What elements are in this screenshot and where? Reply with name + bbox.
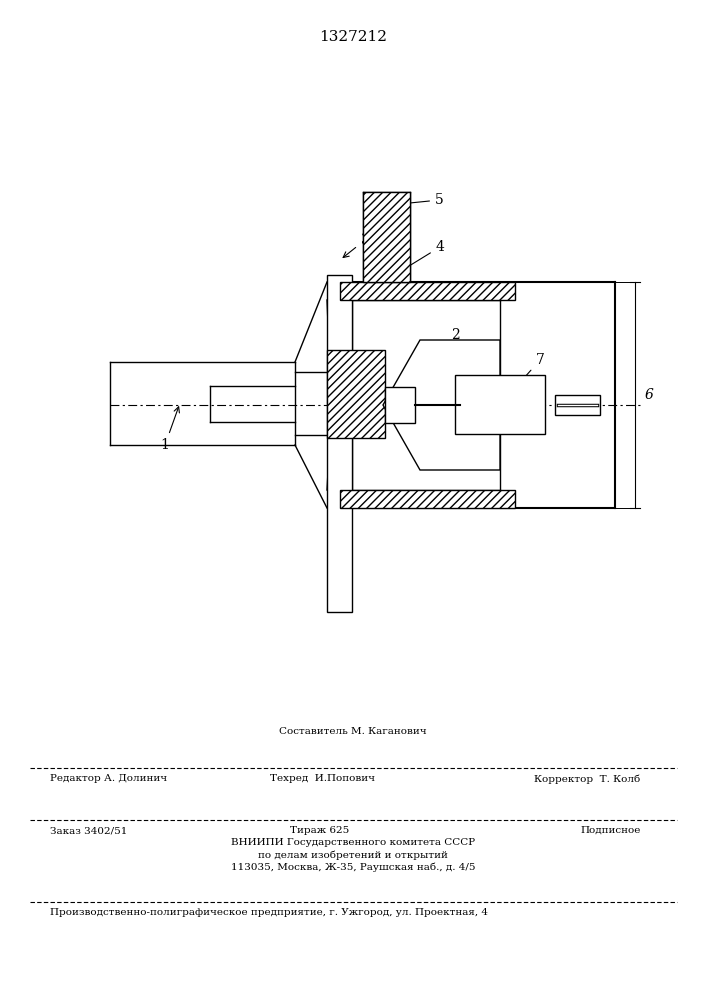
Bar — [555, 395, 600, 415]
Text: Производственно-полиграфическое предприятие, г. Ужгород, ул. Проектная, 4: Производственно-полиграфическое предприя… — [50, 908, 488, 917]
Text: 3: 3 — [343, 233, 369, 257]
Text: 5: 5 — [394, 193, 444, 207]
Text: Корректор  Т. Колб: Корректор Т. Колб — [534, 774, 640, 784]
Text: Заказ 3402/51: Заказ 3402/51 — [50, 826, 127, 835]
Bar — [385, 387, 415, 423]
Text: Редактор А. Долинич: Редактор А. Долинич — [50, 774, 167, 783]
Text: 4: 4 — [373, 240, 445, 288]
Polygon shape — [383, 340, 500, 470]
Bar — [327, 350, 385, 438]
Text: 7: 7 — [503, 353, 544, 402]
Text: 1: 1 — [160, 407, 180, 452]
Text: Подписное: Подписное — [580, 826, 641, 835]
Bar — [340, 490, 515, 508]
Text: 113035, Москва, Ж-35, Раушская наб., д. 4/5: 113035, Москва, Ж-35, Раушская наб., д. … — [230, 862, 475, 871]
Text: 1327212: 1327212 — [319, 30, 387, 44]
Bar — [363, 192, 410, 282]
Text: 2: 2 — [438, 328, 460, 352]
Text: Составитель М. Каганович: Составитель М. Каганович — [279, 727, 427, 736]
Text: ВНИИПИ Государственного комитета СССР: ВНИИПИ Государственного комитета СССР — [231, 838, 475, 847]
Bar — [340, 282, 515, 300]
Bar — [327, 275, 352, 612]
Text: Тираж 625: Тираж 625 — [290, 826, 349, 835]
Text: Техред  И.Попович: Техред И.Попович — [270, 774, 375, 783]
Text: по делам изобретений и открытий: по делам изобретений и открытий — [258, 850, 448, 859]
Text: 6: 6 — [645, 388, 654, 402]
Bar — [455, 375, 545, 434]
